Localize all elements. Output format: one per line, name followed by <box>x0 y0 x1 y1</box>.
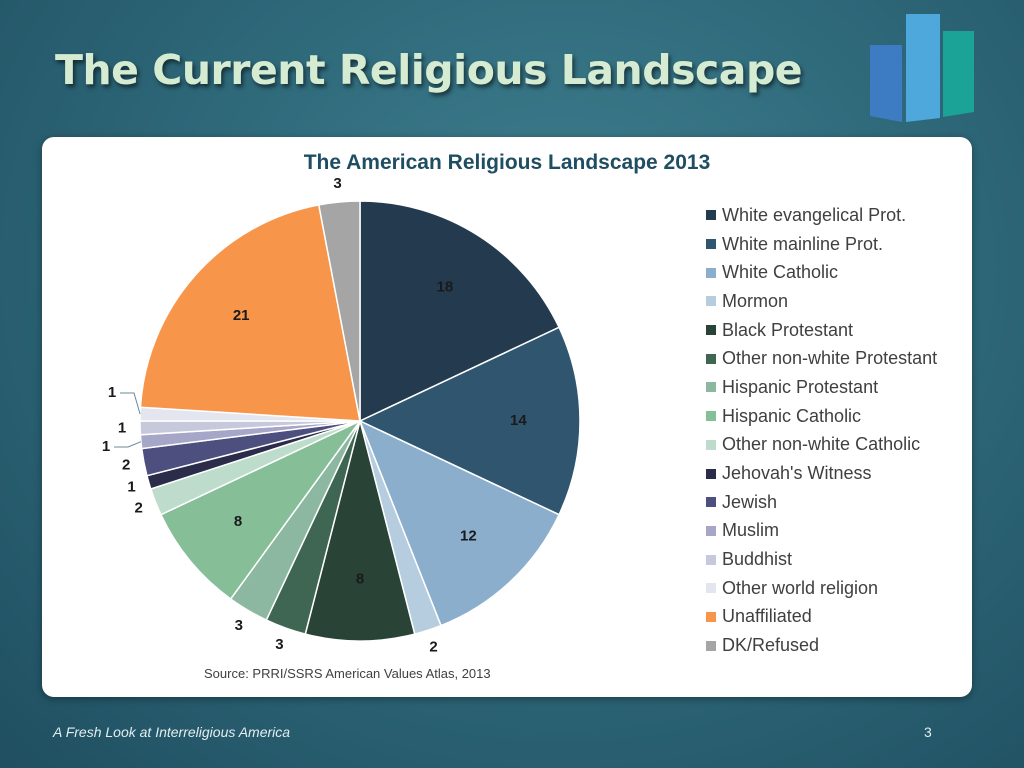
legend-swatch <box>706 525 716 536</box>
footer-text: A Fresh Look at Interreligious America <box>53 724 291 740</box>
legend-label: Mormon <box>722 290 789 311</box>
logo-bar-3 <box>943 31 974 117</box>
legend-label: Jehovah's Witness <box>722 463 872 484</box>
legend-label: Buddhist <box>722 549 793 570</box>
bar-chart-logo-icon <box>870 14 974 122</box>
legend-swatch <box>706 497 716 508</box>
data-label: 2 <box>122 457 130 474</box>
legend-label: Hispanic Catholic <box>722 405 862 426</box>
data-label: 1 <box>118 419 126 436</box>
legend-label: Other non-white Protestant <box>722 348 938 369</box>
legend-item: Other world religion <box>706 574 937 603</box>
chart-title: The American Religious Landscape 2013 <box>303 151 711 174</box>
legend-swatch <box>706 325 716 336</box>
pie-slice-black-protestant <box>304 420 416 642</box>
data-label: 8 <box>356 570 364 587</box>
legend-swatch <box>706 411 716 422</box>
legend-label: Black Protestant <box>722 319 854 340</box>
data-label: 18 <box>437 278 454 295</box>
legend-item: Hispanic Protestant <box>706 373 937 402</box>
label-leader-line <box>120 392 141 415</box>
data-label: 2 <box>429 638 437 655</box>
legend-item: Muslim <box>706 517 937 546</box>
legend-label: Muslim <box>722 520 779 541</box>
logo-bar-2 <box>906 14 940 122</box>
legend-label: Hispanic Protestant <box>722 376 879 397</box>
chart-source: Source: PRRI/SSRS American Values Atlas,… <box>204 666 491 681</box>
legend-swatch <box>706 382 716 393</box>
legend-item: Black Protestant <box>706 316 937 345</box>
data-label: 14 <box>510 412 527 429</box>
data-label: 21 <box>233 307 250 324</box>
legend-item: Other non-white Catholic <box>706 431 937 460</box>
legend-label: White mainline Prot. <box>722 233 884 254</box>
legend-label: Jewish <box>722 491 778 512</box>
slide-title: The Current Religious Landscape <box>55 46 803 94</box>
label-leader-line <box>114 441 142 448</box>
data-label: 1 <box>127 478 135 495</box>
legend-item: Jehovah's Witness <box>706 459 937 488</box>
legend-item: Hispanic Catholic <box>706 402 937 431</box>
legend-item: Jewish <box>706 488 937 517</box>
legend-item: White evangelical Prot. <box>706 201 937 230</box>
chart-legend: White evangelical Prot. White mainline Pr… <box>706 201 937 660</box>
legend-label: White Catholic <box>722 262 839 283</box>
data-label: 1 <box>102 438 110 455</box>
pie-slice-dk-refused <box>317 200 361 422</box>
legend-swatch <box>706 554 716 565</box>
pie-slice-white-evangelical-prot <box>359 200 561 423</box>
legend-swatch <box>706 353 716 364</box>
legend-swatch <box>706 439 716 450</box>
legend-swatch <box>706 267 716 278</box>
data-label: 1 <box>108 384 116 401</box>
legend-swatch <box>706 210 716 221</box>
logo-bar-1 <box>870 45 902 122</box>
legend-label: Other non-white Catholic <box>722 434 921 455</box>
legend-label: DK/Refused <box>722 635 820 656</box>
data-label: 3 <box>275 636 283 653</box>
pie-slice-white-mainline-prot <box>358 326 581 516</box>
legend-swatch <box>706 239 716 250</box>
data-label: 2 <box>135 500 143 517</box>
legend-swatch <box>706 468 716 479</box>
page-number: 3 <box>924 724 932 740</box>
data-label: 3 <box>333 175 341 192</box>
chart-panel: The American Religious Landscape 2013 18… <box>42 137 972 697</box>
pie-slice-unaffiliated <box>139 204 361 422</box>
legend-item: White Catholic <box>706 258 937 287</box>
legend-swatch <box>706 296 716 307</box>
legend-label: Unaffiliated <box>722 606 812 627</box>
legend-item: Buddhist <box>706 545 937 574</box>
data-label: 3 <box>235 617 243 634</box>
legend-item: White mainline Prot. <box>706 230 937 259</box>
pie-slice-white-catholic <box>358 419 561 627</box>
legend-item: DK/Refused <box>706 631 937 660</box>
legend-label: Other world religion <box>722 577 879 598</box>
legend-item: Unaffiliated <box>706 603 937 632</box>
pie-slice-hispanic-catholic <box>159 420 361 601</box>
legend-swatch <box>706 583 716 594</box>
legend-swatch <box>706 640 716 651</box>
legend-item: Other non-white Protestant <box>706 344 937 373</box>
data-label: 8 <box>234 513 242 530</box>
legend-item: Mormon <box>706 287 937 316</box>
data-label: 12 <box>460 527 477 544</box>
legend-label: White evangelical Prot. <box>722 204 907 225</box>
legend-swatch <box>706 611 716 622</box>
